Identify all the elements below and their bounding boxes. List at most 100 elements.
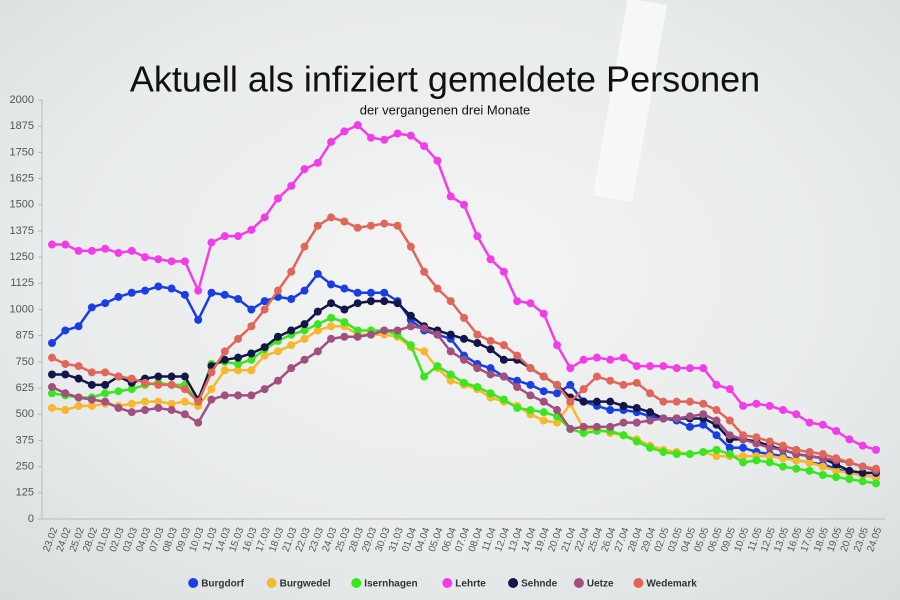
point <box>725 443 734 452</box>
point <box>539 309 548 318</box>
point <box>194 397 203 406</box>
legend-label: Lehrte <box>455 579 486 590</box>
point <box>247 366 256 375</box>
point <box>61 370 70 379</box>
point <box>287 295 296 304</box>
point <box>114 387 123 396</box>
point <box>353 223 362 232</box>
point <box>61 389 70 398</box>
point <box>685 397 694 406</box>
point <box>101 389 110 398</box>
point <box>260 213 269 222</box>
point <box>114 248 123 257</box>
point <box>513 297 522 306</box>
point <box>300 355 309 364</box>
point <box>101 368 110 377</box>
point <box>699 447 708 456</box>
point <box>646 362 655 371</box>
y-tick-label: 1000 <box>10 303 34 315</box>
point <box>712 445 721 454</box>
point <box>725 385 734 394</box>
point <box>207 385 216 394</box>
point <box>273 286 282 295</box>
point <box>353 288 362 297</box>
legend-marker <box>508 578 519 588</box>
point <box>699 399 708 408</box>
y-tick-label: 1875 <box>10 120 34 132</box>
point <box>446 330 455 339</box>
y-tick-label: 625 <box>16 382 34 394</box>
point <box>526 391 535 400</box>
point <box>646 416 655 425</box>
point <box>526 364 535 373</box>
point <box>539 408 548 417</box>
point <box>180 385 189 394</box>
point <box>273 347 282 356</box>
point <box>872 479 880 488</box>
point <box>327 313 336 322</box>
y-tick-label: 500 <box>16 408 34 420</box>
point <box>340 284 349 293</box>
point <box>353 299 362 308</box>
point <box>685 412 694 421</box>
point <box>273 194 282 203</box>
point <box>234 353 243 362</box>
point <box>685 450 694 459</box>
point <box>672 414 681 423</box>
point <box>366 297 375 306</box>
point <box>646 408 655 417</box>
point <box>845 435 854 444</box>
point <box>167 399 176 408</box>
point <box>340 332 349 341</box>
point <box>526 406 535 415</box>
point <box>154 282 163 291</box>
point <box>858 477 867 486</box>
point <box>712 431 721 440</box>
point <box>433 330 442 339</box>
point <box>207 395 216 404</box>
point <box>127 246 136 255</box>
point <box>48 389 56 398</box>
y-tick-label: 875 <box>16 330 34 342</box>
point <box>393 299 402 308</box>
point <box>646 443 655 452</box>
point <box>805 418 814 427</box>
point <box>858 441 867 450</box>
point <box>553 406 562 415</box>
point <box>818 420 827 429</box>
point <box>180 372 189 381</box>
point <box>234 366 243 375</box>
point <box>167 284 176 293</box>
point <box>260 385 269 394</box>
point <box>327 213 336 222</box>
point <box>380 135 389 144</box>
point <box>48 370 56 379</box>
point <box>739 401 748 410</box>
y-tick-label: 1375 <box>10 225 34 237</box>
legend-marker <box>633 578 644 588</box>
point <box>300 242 309 251</box>
point <box>180 257 189 266</box>
point <box>234 334 243 343</box>
point <box>127 399 136 408</box>
point <box>778 406 787 415</box>
point <box>406 242 415 251</box>
point <box>48 240 56 249</box>
legend-marker <box>351 578 362 588</box>
point <box>74 246 83 255</box>
point <box>234 359 243 368</box>
point <box>380 297 389 306</box>
point <box>858 462 867 471</box>
legend-label: Sehnde <box>521 579 558 590</box>
point <box>792 410 801 419</box>
point <box>460 334 468 343</box>
point <box>712 452 721 461</box>
point <box>287 326 296 335</box>
point <box>74 362 83 371</box>
point <box>380 219 389 228</box>
point <box>194 315 203 324</box>
point <box>499 372 508 381</box>
point <box>194 286 203 295</box>
point <box>313 326 322 335</box>
point <box>300 165 309 174</box>
